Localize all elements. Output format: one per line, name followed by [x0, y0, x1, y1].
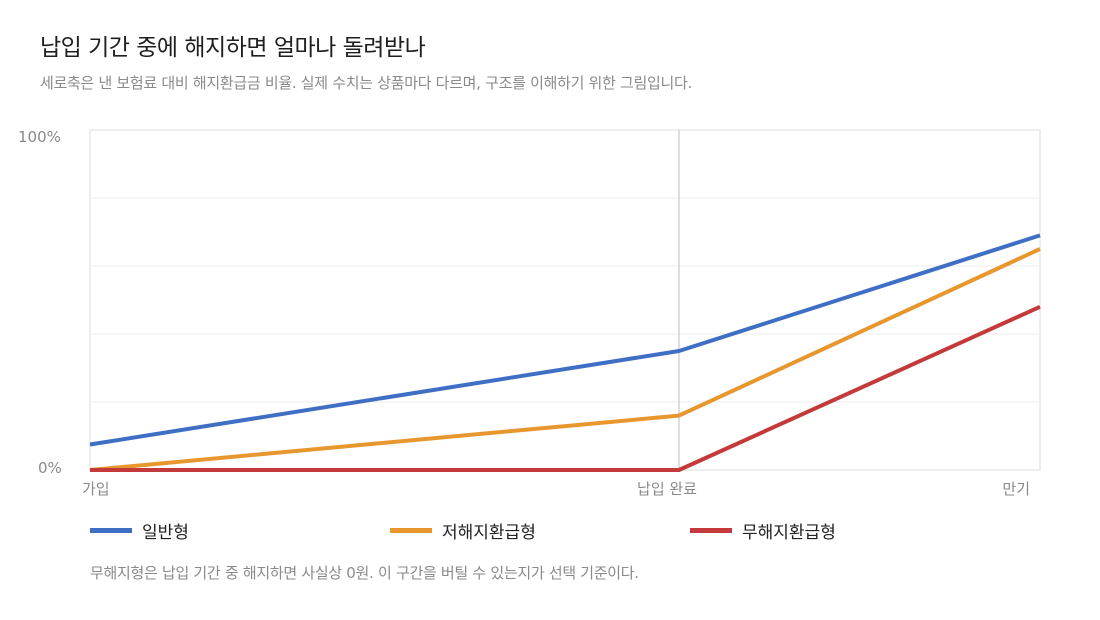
legend-swatch-general [90, 528, 132, 533]
x-tick-label-3: 만기 [1002, 480, 1030, 498]
line-chart: 0% 100% 가입 납입 완료 만기 [18, 128, 1041, 498]
x-tick-label-2: 납입 완료 [637, 480, 697, 498]
y-tick-label-0: 0% [38, 459, 62, 477]
plot-frame [89, 129, 1041, 471]
legend-label-general: 일반형 [142, 523, 189, 543]
legend-label-low-refund: 저해지환급형 [442, 523, 536, 543]
y-tick-label-100: 100% [18, 128, 61, 146]
legend-item-no-refund: 무해지환급형 [690, 518, 836, 543]
x-tick-label-1: 가입 [82, 480, 110, 498]
legend-swatch-no-refund [690, 528, 732, 533]
chart-title: 납입 기간 중에 해지하면 얼마나 돌려받나 [40, 35, 426, 61]
legend-item-general: 일반형 [90, 518, 189, 543]
chart-subtitle: 세로축은 낸 보험료 대비 해지환급금 비율. 실제 수치는 상품마다 다르며,… [40, 74, 692, 92]
legend-label-no-refund: 무해지환급형 [742, 523, 836, 543]
series-line-no-refund [90, 304, 1041, 472]
footnote: 무해지형은 납입 기간 중 해지하면 사실상 0원. 이 구간을 버틸 수 있는… [90, 564, 639, 582]
legend: 일반형 저해지환급형 무해지환급형 [0, 518, 1100, 548]
legend-swatch-low-refund [390, 528, 432, 533]
series-line-general [89, 233, 1041, 447]
legend-item-low-refund: 저해지환급형 [390, 518, 536, 543]
series-line-low-refund [89, 247, 1041, 472]
